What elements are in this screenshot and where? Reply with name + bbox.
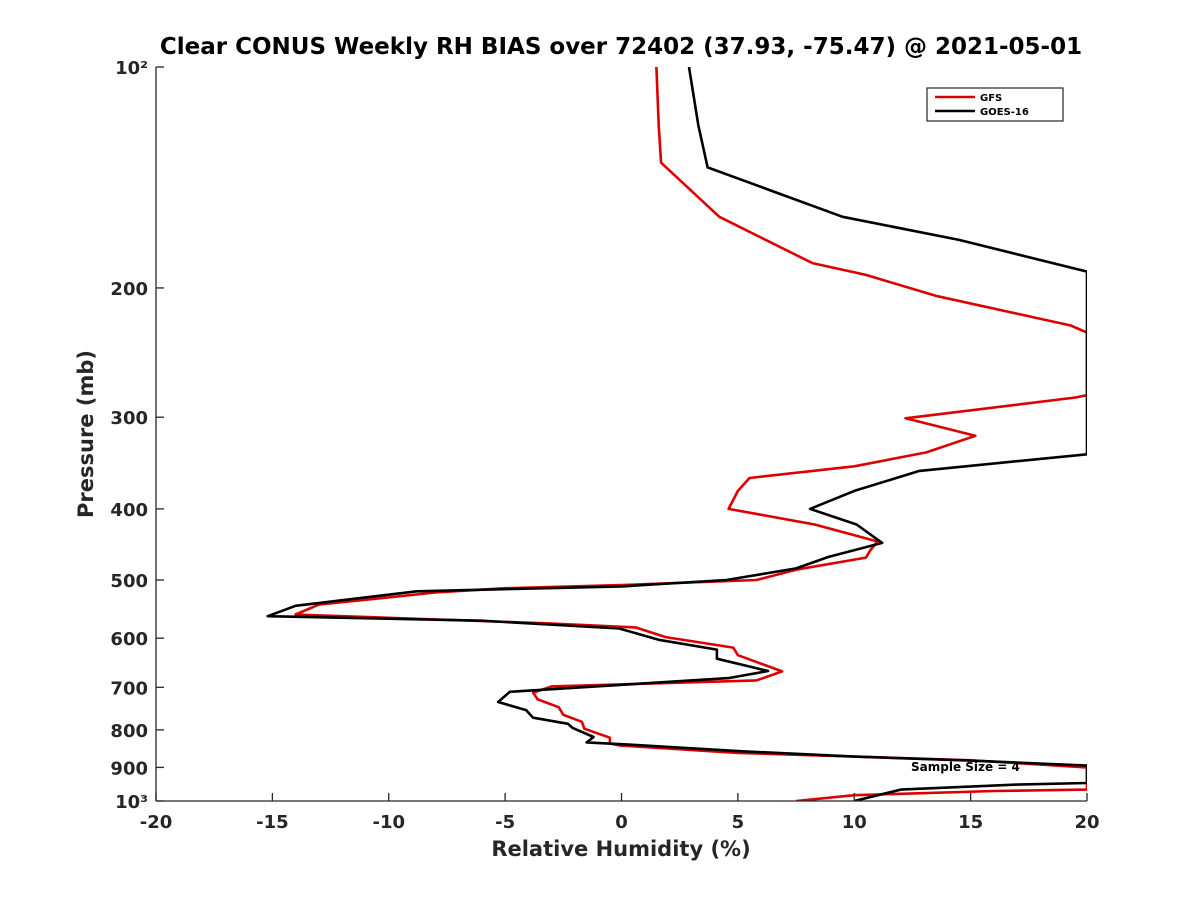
y-axis-label: Pressure (mb) <box>74 350 98 518</box>
legend-goes16-label: GOES-16 <box>980 107 1029 118</box>
axes-layer: -20 -15 -10 -5 0 5 10 15 20 10² 200 300 400 500 600 700… <box>110 58 1099 833</box>
y-tick-label: 900 <box>110 758 148 779</box>
x-tick-label: 20 <box>1074 812 1099 833</box>
series-layer <box>266 67 1087 801</box>
y-tick-label: 10³ <box>115 792 148 813</box>
x-tick-label: -20 <box>140 812 173 833</box>
sample-size-annotation: Sample Size = 4 <box>911 760 1020 774</box>
x-tick-label: -5 <box>495 812 515 833</box>
series-line-goes16 <box>266 67 1087 801</box>
y-tick-label: 300 <box>110 408 148 429</box>
y-tick-label: 700 <box>110 678 148 699</box>
x-tick-label: 15 <box>958 812 983 833</box>
y-tick-label: 200 <box>110 279 148 300</box>
y-tick-label: 10² <box>115 58 148 79</box>
x-tick-label: 5 <box>732 812 745 833</box>
legend: GFS GOES-16 <box>926 87 1064 122</box>
y-tick-label: 500 <box>110 571 148 592</box>
plot-area <box>156 67 1087 801</box>
legend-box <box>926 87 1064 122</box>
x-tick-label: 0 <box>615 812 628 833</box>
x-tick-label: -15 <box>256 812 289 833</box>
y-tick-label: 600 <box>110 629 148 650</box>
x-tick-label: 10 <box>842 812 867 833</box>
x-axis-label: Relative Humidity (%) <box>491 837 750 861</box>
y-tick-label: 400 <box>110 500 148 521</box>
x-tick-label: -10 <box>372 812 405 833</box>
chart-title: Clear CONUS Weekly RH BIAS over 72402 (3… <box>160 34 1082 60</box>
y-tick-label: 800 <box>110 721 148 742</box>
legend-gfs-label: GFS <box>980 93 1002 104</box>
